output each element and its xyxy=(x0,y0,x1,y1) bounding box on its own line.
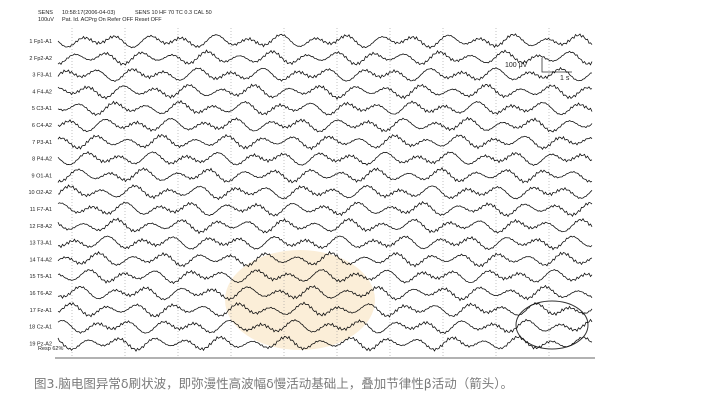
eeg-trace xyxy=(57,83,593,100)
scale-amplitude: 100 μV xyxy=(505,62,528,69)
channel-label: 9 O1-A1 xyxy=(32,173,52,179)
channel-label: 19 Pz-A2 xyxy=(29,341,52,347)
montage-head xyxy=(515,300,589,350)
eeg-trace xyxy=(57,33,593,50)
channel-label: 14 T4-A2 xyxy=(29,257,52,263)
scale-bar xyxy=(541,58,572,73)
channel-label: 5 C3-A1 xyxy=(32,106,52,112)
channel-label: 17 Fz-A1 xyxy=(30,308,52,314)
patient-info: Pat. Id. ACPrg On Refer OFF Reset OFF xyxy=(62,17,162,23)
eeg-trace xyxy=(57,318,593,335)
eeg-trace xyxy=(57,335,593,352)
settings: SENS 10 HF 70 TC 0.3 CAL 50 xyxy=(135,10,212,16)
eeg-trace xyxy=(57,99,593,117)
eeg-trace xyxy=(57,284,593,302)
watermark xyxy=(225,250,375,350)
eeg-trace xyxy=(57,116,593,133)
sens-label: SENS xyxy=(38,10,53,16)
channel-label: 2 Fp2-A2 xyxy=(29,56,52,62)
eeg-trace xyxy=(57,49,593,66)
eeg-trace xyxy=(57,184,593,201)
channel-label: 12 F8-A2 xyxy=(29,224,52,230)
sens-value: 100uV xyxy=(38,17,54,23)
eeg-trace xyxy=(57,235,593,251)
eeg-trace xyxy=(57,151,593,167)
channel-label: 18 Cz-A1 xyxy=(29,325,52,331)
time-stamp: 10:58:17(2006-04-03) xyxy=(62,10,115,16)
eeg-trace xyxy=(57,250,593,268)
eeg-trace xyxy=(57,66,593,83)
channel-label: 8 P4-A2 xyxy=(32,157,52,163)
channel-label: 1 Fp1-A1 xyxy=(29,39,52,45)
channel-label: 13 T3-A1 xyxy=(29,241,52,247)
caption: 图3.脑电图异常δ刷状波，即弥漫性高波幅δ慢活动基础上，叠加节律性β活动（箭头）… xyxy=(34,376,513,391)
channel-label: 4 F4-A2 xyxy=(32,89,52,95)
channel-label: 6 C4-A2 xyxy=(32,123,52,129)
channel-label: 10 O2-A2 xyxy=(28,190,52,196)
eeg-trace xyxy=(57,268,593,285)
scale-time: 1 s xyxy=(560,75,570,82)
channel-label: 11 F7-A1 xyxy=(30,207,52,213)
eeg-trace xyxy=(57,166,593,184)
eeg-trace xyxy=(57,200,593,218)
eeg-trace xyxy=(57,301,593,318)
channel-label: 15 T5-A1 xyxy=(29,274,52,280)
channel-label: 16 T6-A2 xyxy=(29,291,52,297)
channel-label: 3 F3-A1 xyxy=(32,73,52,79)
eeg-trace xyxy=(57,217,593,235)
channel-label: 7 P3-A1 xyxy=(32,140,52,146)
eeg-trace xyxy=(57,134,593,151)
footer: Resp 62% xyxy=(38,346,63,352)
